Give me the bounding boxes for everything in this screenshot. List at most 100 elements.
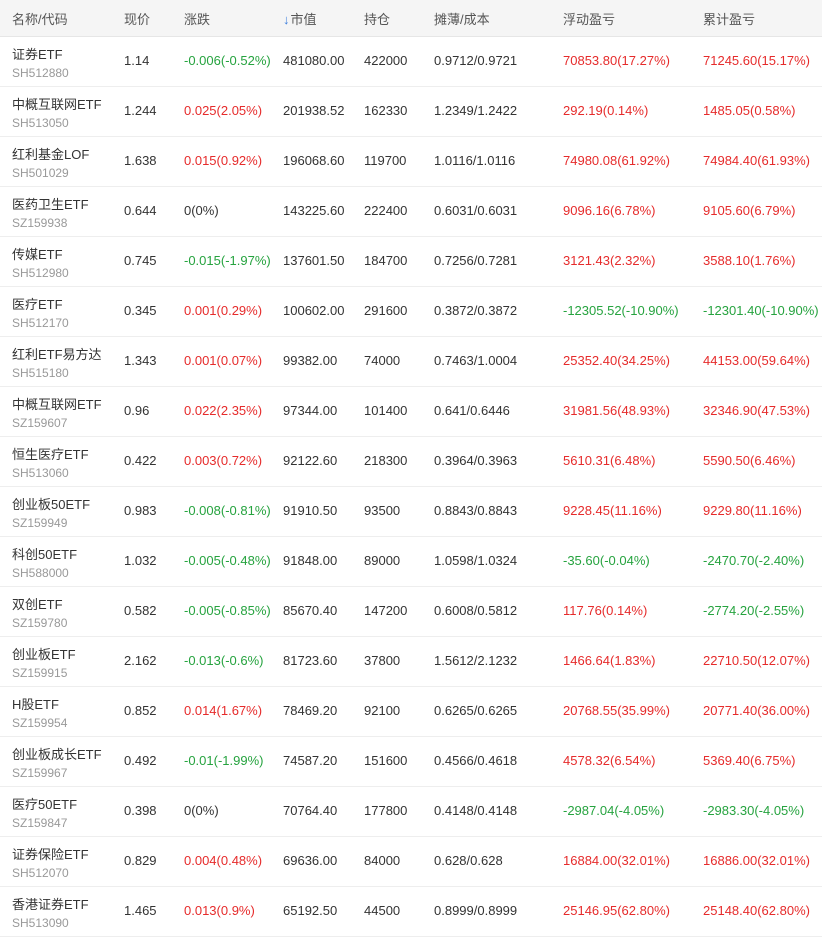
cost-cell: 0.9712/0.9721 [434, 53, 518, 68]
fund-code: SZ159938 [12, 216, 68, 230]
cost-cell: 0.4148/0.4148 [434, 803, 518, 818]
cost-cell: 0.7256/0.7281 [434, 253, 518, 268]
change-cell: 0.001(0.29%) [184, 303, 263, 318]
change-cell: 0.025(2.05%) [184, 103, 263, 118]
header-total-pl[interactable]: 累计盈亏 [703, 12, 756, 27]
header-price[interactable]: 现价 [124, 12, 151, 27]
header-floating-pl[interactable]: 浮动盈亏 [563, 12, 616, 27]
total-pl-cell: -2983.30(-4.05%) [703, 803, 805, 818]
market-value-cell: 481080.00 [283, 53, 345, 68]
table-row[interactable]: 红利基金LOF SH501029 1.638 0.015(0.92%) 196068.6… [0, 137, 822, 187]
change-cell: -0.01(-1.99%) [184, 753, 264, 768]
price-cell: 0.422 [124, 453, 157, 468]
holdings-cell: 44500 [364, 903, 401, 918]
holdings-cell: 89000 [364, 553, 401, 568]
table-row[interactable]: 香港证券ETF SH513090 1.465 0.013(0.9%) 65192.50 4… [0, 887, 822, 937]
table-row[interactable]: 证券ETF SH512880 1.14 -0.006(-0.52%) 481080.00… [0, 37, 822, 87]
change-cell: -0.013(-0.6%) [184, 653, 264, 668]
table-row[interactable]: 恒生医疗ETF SH513060 0.422 0.003(0.72%) 92122.60… [0, 437, 822, 487]
header-holdings[interactable]: 持仓 [364, 12, 391, 27]
header-market-value[interactable]: ↓市值 [283, 9, 317, 28]
cost-cell: 0.8999/0.8999 [434, 903, 518, 918]
fund-name: 红利基金LOF [12, 147, 90, 162]
change-cell: 0.003(0.72%) [184, 453, 263, 468]
table-row[interactable]: 医疗ETF SH512170 0.345 0.001(0.29%) 100602.00 2… [0, 287, 822, 337]
table-row[interactable]: 创业板ETF SZ159915 2.162 -0.013(-0.6%) 81723.60… [0, 637, 822, 687]
change-cell: -0.015(-1.97%) [184, 253, 271, 268]
total-pl-cell: 16886.00(32.01%) [703, 853, 810, 868]
fund-code: SZ159847 [12, 816, 68, 830]
market-value-cell: 100602.00 [283, 303, 345, 318]
table-row[interactable]: 创业板成长ETF SZ159967 0.492 -0.01(-1.99%) 74587.… [0, 737, 822, 787]
fund-code: SH512980 [12, 266, 69, 280]
total-pl-cell: -2774.20(-2.55%) [703, 603, 805, 618]
table-row[interactable]: 双创ETF SZ159780 0.582 -0.005(-0.85%) 85670.40… [0, 587, 822, 637]
floating-pl-cell: 1466.64(1.83%) [563, 653, 656, 668]
table-row[interactable]: 证券保险ETF SH512070 0.829 0.004(0.48%) 69636.00… [0, 837, 822, 887]
fund-name: 医疗ETF [12, 297, 63, 312]
fund-name: 中概互联网ETF [12, 97, 102, 112]
table-row[interactable]: 传媒ETF SH512980 0.745 -0.015(-1.97%) 137601.5… [0, 237, 822, 287]
fund-code: SZ159954 [12, 716, 68, 730]
table-row[interactable]: H股ETF SZ159954 0.852 0.014(1.67%) 78469.20 92… [0, 687, 822, 737]
change-cell: 0.015(0.92%) [184, 153, 263, 168]
fund-name: 双创ETF [12, 597, 63, 612]
total-pl-cell: 74984.40(61.93%) [703, 153, 810, 168]
cost-cell: 0.6008/0.5812 [434, 603, 518, 618]
header-name-code[interactable]: 名称/代码 [12, 12, 68, 27]
fund-name: 证券ETF [12, 47, 63, 62]
total-pl-cell: -12301.40(-10.90%) [703, 303, 819, 318]
total-pl-cell: 5590.50(6.46%) [703, 453, 796, 468]
price-cell: 0.983 [124, 503, 157, 518]
header-cost[interactable]: 摊薄/成本 [434, 12, 490, 27]
fund-code: SZ159949 [12, 516, 68, 530]
table-row[interactable]: 医药卫生ETF SZ159938 0.644 0(0%) 143225.60 222400… [0, 187, 822, 237]
holdings-cell: 119700 [364, 153, 407, 168]
total-pl-cell: -2470.70(-2.40%) [703, 553, 805, 568]
fund-name: 恒生医疗ETF [12, 447, 89, 462]
header-change[interactable]: 涨跌 [184, 12, 211, 27]
floating-pl-cell: 4578.32(6.54%) [563, 753, 656, 768]
fund-code: SH512170 [12, 316, 69, 330]
floating-pl-cell: -12305.52(-10.90%) [563, 303, 679, 318]
market-value-cell: 81723.60 [283, 653, 338, 668]
floating-pl-cell: 20768.55(35.99%) [563, 703, 670, 718]
cost-cell: 0.3872/0.3872 [434, 303, 518, 318]
floating-pl-cell: 31981.56(48.93%) [563, 403, 670, 418]
fund-name: H股ETF [12, 697, 59, 712]
cost-cell: 0.6265/0.6265 [434, 703, 518, 718]
fund-name: 中概互联网ETF [12, 397, 102, 412]
total-pl-cell: 22710.50(12.07%) [703, 653, 810, 668]
fund-code: SH513050 [12, 116, 69, 130]
floating-pl-cell: -2987.04(-4.05%) [563, 803, 665, 818]
fund-code: SZ159780 [12, 616, 68, 630]
table-row[interactable]: 中概互联网ETF SH513050 1.244 0.025(2.05%) 201938.… [0, 87, 822, 137]
floating-pl-cell: 70853.80(17.27%) [563, 53, 670, 68]
price-cell: 1.14 [124, 53, 150, 68]
change-cell: -0.008(-0.81%) [184, 503, 271, 518]
total-pl-cell: 9105.60(6.79%) [703, 203, 796, 218]
holdings-cell: 93500 [364, 503, 401, 518]
table-row[interactable]: 红利ETF易方达 SH515180 1.343 0.001(0.07%) 99382.0… [0, 337, 822, 387]
price-cell: 1.032 [124, 553, 157, 568]
table-row[interactable]: 创业板50ETF SZ159949 0.983 -0.008(-0.81%) 91910… [0, 487, 822, 537]
table-row[interactable]: 科创50ETF SH588000 1.032 -0.005(-0.48%) 91848.… [0, 537, 822, 587]
table-body: 证券ETF SH512880 1.14 -0.006(-0.52%) 481080.00… [0, 37, 822, 937]
price-cell: 0.492 [124, 753, 157, 768]
market-value-cell: 74587.20 [283, 753, 338, 768]
cost-cell: 0.4566/0.4618 [434, 753, 518, 768]
change-cell: 0.013(0.9%) [184, 903, 255, 918]
holdings-cell: 74000 [364, 353, 401, 368]
floating-pl-cell: -35.60(-0.04%) [563, 553, 650, 568]
change-cell: -0.006(-0.52%) [184, 53, 271, 68]
table-row[interactable]: 中概互联网ETF SZ159607 0.96 0.022(2.35%) 97344.00… [0, 387, 822, 437]
floating-pl-cell: 117.76(0.14%) [563, 603, 648, 618]
fund-code: SH515180 [12, 366, 69, 380]
floating-pl-cell: 74980.08(61.92%) [563, 153, 670, 168]
price-cell: 0.345 [124, 303, 157, 318]
fund-code: SH501029 [12, 166, 69, 180]
price-cell: 0.745 [124, 253, 157, 268]
holdings-cell: 291600 [364, 303, 408, 318]
table-row[interactable]: 医疗50ETF SZ159847 0.398 0(0%) 70764.40 177800 0… [0, 787, 822, 837]
